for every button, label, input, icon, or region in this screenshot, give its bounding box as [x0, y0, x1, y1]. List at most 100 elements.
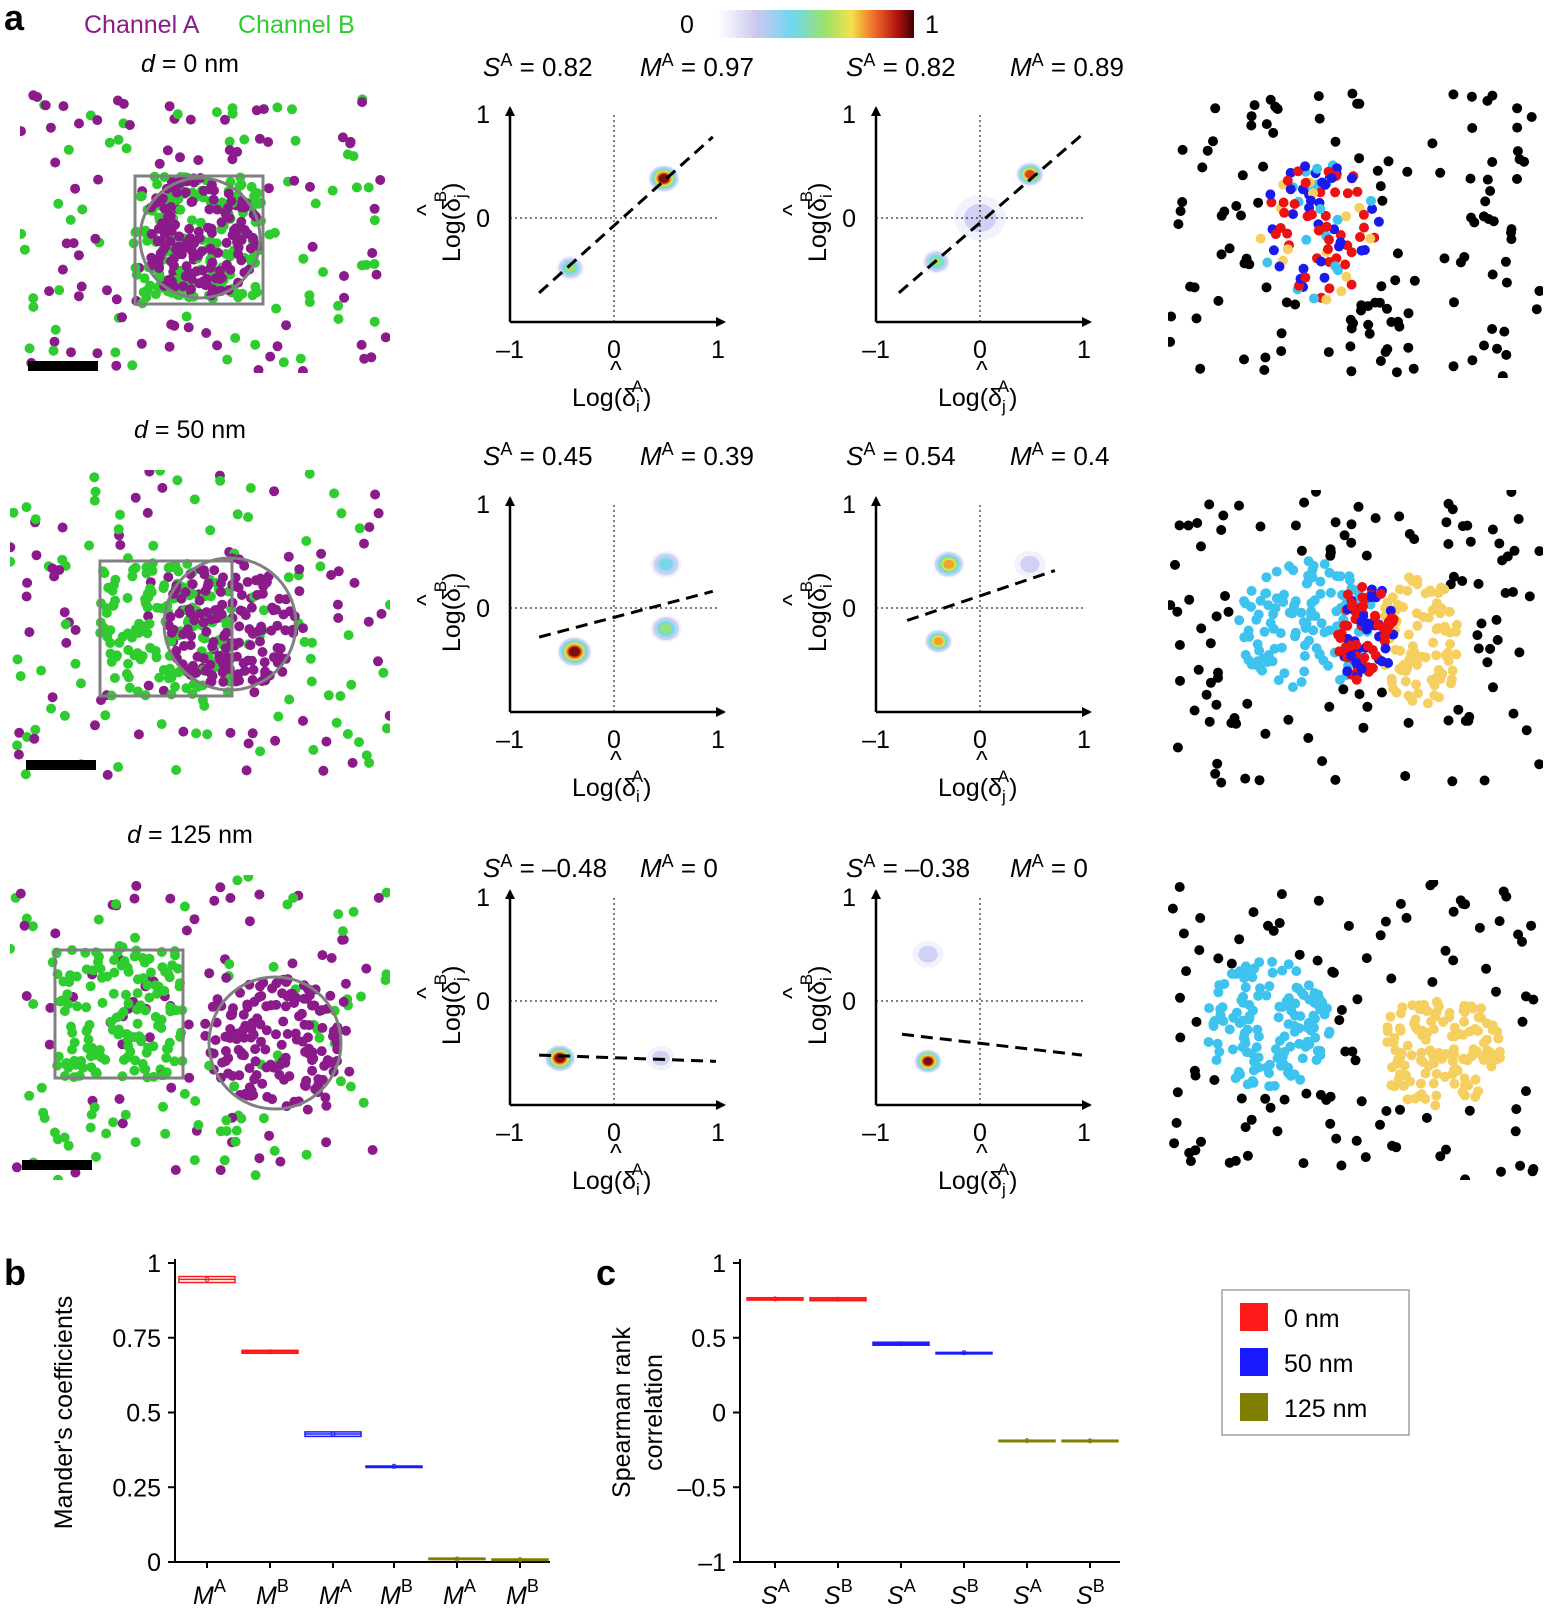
- localization-point: [358, 1097, 369, 1108]
- localization-point-a: [192, 651, 203, 662]
- localization-point-a: [316, 1046, 327, 1057]
- localization-point-a: [232, 237, 242, 247]
- cluster-point: [1444, 1007, 1455, 1018]
- noise-point: [1276, 889, 1287, 900]
- cluster-point: [1316, 618, 1327, 629]
- noise-point: [1195, 913, 1206, 923]
- x-tick-label: –1: [862, 336, 890, 364]
- localization-point-a: [278, 1016, 289, 1027]
- x-tick-sup: B: [527, 1576, 539, 1596]
- y-axis-label: Log(δjB): [431, 573, 470, 652]
- noise-point: [1242, 698, 1253, 709]
- noise-point: [1338, 684, 1349, 695]
- cluster-point: [1491, 1049, 1502, 1060]
- cluster-point: [1439, 1071, 1450, 1082]
- cluster-point: [1409, 646, 1420, 657]
- cluster-point: [1385, 605, 1396, 616]
- localization-point-a: [282, 991, 293, 1002]
- stat-m-symbol: M: [1010, 441, 1032, 471]
- stat-s-sup: A: [863, 50, 875, 70]
- localization-point-b: [83, 1034, 94, 1045]
- noise-point: [1190, 1145, 1201, 1156]
- localization-point-a: [247, 628, 258, 639]
- localization-point-a: [223, 188, 234, 199]
- cluster-point: [1267, 956, 1278, 967]
- localization-point: [115, 540, 126, 550]
- cluster-point: [1303, 980, 1314, 991]
- localization-point-a: [243, 655, 254, 666]
- noise-point: [1260, 1093, 1271, 1104]
- localization-point-a: [191, 266, 202, 277]
- localization-point-a: [242, 228, 253, 239]
- noise-point: [1185, 1156, 1196, 1167]
- stat-s-symbol: S: [483, 441, 501, 471]
- cluster-point: [1301, 234, 1312, 245]
- cluster-point: [1412, 579, 1423, 590]
- cluster-point: [1285, 1041, 1296, 1052]
- noise-point: [1340, 1046, 1351, 1057]
- noise-point: [1268, 127, 1279, 138]
- localization-point: [297, 366, 308, 373]
- localization-point-a: [247, 675, 258, 685]
- noise-point: [1314, 113, 1325, 124]
- cluster-point: [1227, 1044, 1238, 1055]
- noise-point: [1512, 103, 1523, 114]
- localization-point: [371, 269, 382, 280]
- cluster-point: [1342, 666, 1353, 677]
- noise-point: [1363, 319, 1374, 330]
- localization-point: [290, 135, 301, 146]
- cluster-point: [1282, 228, 1293, 239]
- localization-point: [172, 475, 183, 486]
- localization-point: [20, 244, 30, 255]
- noise-point: [1255, 521, 1266, 532]
- noise-point: [1443, 539, 1454, 549]
- noise-point: [1494, 916, 1505, 927]
- localization-point: [74, 118, 84, 129]
- localization-point: [70, 1167, 81, 1178]
- noise-point: [1175, 992, 1185, 1003]
- localization-point: [269, 227, 280, 238]
- noise-point: [1482, 657, 1493, 668]
- noise-point: [1324, 701, 1335, 712]
- y-axis-label-group: Log(δiB)^: [778, 183, 836, 262]
- localization-point-b: [142, 285, 153, 296]
- localization-point-a: [201, 607, 212, 618]
- x-label-hat: ^: [976, 1139, 988, 1167]
- y-tick-label: 0.25: [112, 1474, 161, 1502]
- localization-point: [27, 921, 38, 932]
- localization-point-a: [186, 284, 196, 295]
- cluster-point: [1417, 1056, 1428, 1067]
- noise-point: [1353, 501, 1364, 512]
- localization-point-a: [213, 247, 224, 258]
- cluster-point: [1308, 293, 1319, 304]
- localization-point: [14, 727, 25, 738]
- noise-point: [1392, 248, 1403, 259]
- noise-point: [1455, 257, 1466, 268]
- localization-point-b: [136, 1033, 146, 1044]
- localization-point: [50, 324, 61, 335]
- noise-point: [1435, 167, 1446, 178]
- localization-point-a: [146, 252, 157, 263]
- cluster-point: [1476, 1003, 1487, 1014]
- stat-s-value: = 0.82: [875, 52, 955, 82]
- localization-point-a: [274, 1069, 285, 1080]
- localization-point: [183, 1019, 194, 1030]
- noise-point: [1168, 600, 1176, 611]
- localization-point: [272, 341, 283, 352]
- cluster-point: [1352, 186, 1363, 197]
- localization-point: [338, 934, 349, 945]
- cluster-point: [1253, 1031, 1264, 1042]
- cluster-point: [1239, 973, 1250, 983]
- density-mark: [568, 646, 581, 657]
- noise-point: [1509, 545, 1520, 556]
- noise-point: [1517, 1016, 1528, 1027]
- cluster-point: [1271, 566, 1282, 577]
- noise-point: [1242, 1150, 1253, 1161]
- x-tick-label: 0: [607, 336, 621, 364]
- noise-point: [1467, 355, 1478, 366]
- localization-point: [157, 482, 168, 493]
- y-axis-label: Log(δiB): [797, 966, 836, 1045]
- cluster-point: [1246, 601, 1256, 612]
- cluster-point: [1303, 570, 1314, 581]
